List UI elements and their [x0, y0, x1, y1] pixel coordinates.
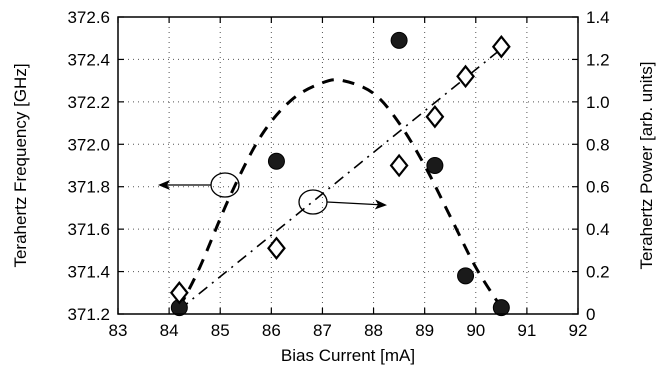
y-tick-label: 371.6 [67, 220, 110, 239]
power-point [267, 236, 286, 260]
y-tick-label: 372.2 [67, 93, 110, 112]
annotations [158, 172, 387, 215]
plot-frame [117, 16, 579, 315]
frequency-point [267, 152, 285, 170]
data-markers [169, 31, 511, 317]
y2-tick-label: 0.6 [586, 178, 610, 197]
y-tick-label: 372.0 [67, 135, 110, 154]
x-tick-label: 85 [211, 321, 230, 340]
axis-ticks: 83 84 85 86 87 88 89 90 91 92 371.2 371.4 371.6 371.8… [67, 8, 609, 340]
x-tick-label: 84 [160, 321, 179, 340]
y2-tick-label: 0.4 [586, 220, 610, 239]
right-y-axis-title: Terahertz Power [arb. units] [637, 62, 656, 270]
power-point [425, 104, 445, 129]
x-tick-label: 88 [364, 321, 383, 340]
frequency-point [457, 267, 475, 285]
x-tick-label: 86 [262, 321, 281, 340]
y2-tick-label: 0 [586, 305, 595, 324]
x-tick-label: 87 [313, 321, 332, 340]
y-tick-label: 371.8 [67, 178, 110, 197]
y-tick-label: 372.4 [67, 50, 110, 69]
y2-tick-label: 0.2 [586, 263, 610, 282]
frequency-point [426, 157, 444, 174]
annotation-arrow [326, 199, 387, 210]
power-point [169, 281, 189, 305]
y2-tick-label: 1.0 [586, 93, 610, 112]
frequency-fit-curve [177, 78, 503, 309]
power-point [389, 153, 409, 178]
x-tick-label: 90 [466, 321, 485, 340]
x-axis-title: Bias Current [mA] [281, 346, 415, 365]
left-y-axis-title: Terahertz Frequency [GHz] [11, 63, 30, 267]
power-point [456, 64, 475, 89]
y-tick-label: 371.4 [67, 263, 110, 282]
power-fit-line [178, 48, 502, 311]
y-tick-label: 372.6 [67, 8, 110, 27]
x-tick-label: 92 [569, 321, 588, 340]
y2-tick-label: 1.2 [586, 50, 610, 69]
x-tick-label: 89 [415, 321, 434, 340]
x-tick-label: 83 [109, 321, 128, 340]
fit-curves [177, 48, 503, 311]
x-tick-label: 91 [517, 321, 536, 340]
y2-tick-label: 0.8 [586, 135, 610, 154]
y2-tick-label: 1.4 [586, 8, 610, 27]
grid-lines [118, 17, 578, 314]
frequency-point [390, 31, 408, 49]
frequency-point [492, 299, 510, 317]
power-point [491, 34, 511, 59]
y-tick-label: 371.2 [67, 305, 110, 324]
